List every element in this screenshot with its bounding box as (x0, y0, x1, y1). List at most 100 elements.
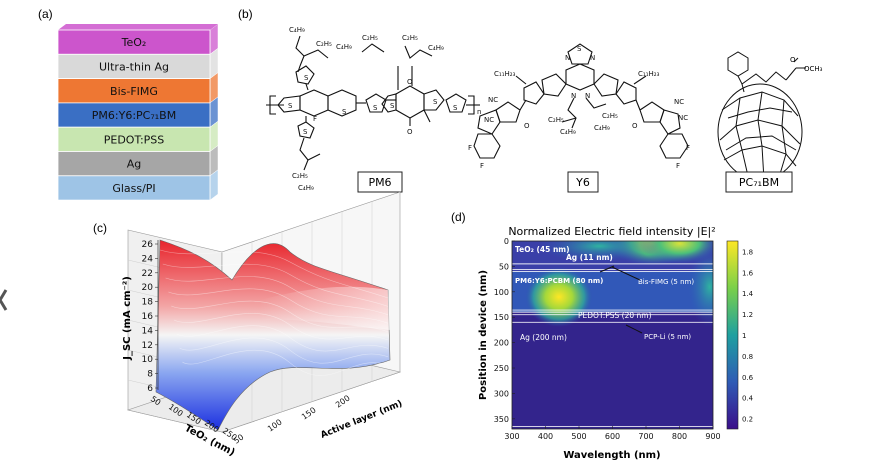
pm6-structure (266, 35, 480, 171)
surface-ylabel: Active layer (nm) (319, 399, 404, 441)
pm6-s-5: S (390, 102, 395, 110)
y6-c11h23-left: C₁₁H₂₃ (494, 70, 516, 78)
pm6-c2h5-top: C₂H₅ (316, 40, 332, 48)
stack-layer-label: Glass/PI (112, 182, 155, 195)
field-x-tick-label: 700 (638, 432, 653, 441)
colorbar (726, 240, 739, 430)
field-y-tick-label: 50 (499, 262, 509, 271)
colorbar-tick-label: 0.8 (742, 353, 753, 361)
field-annotation: TeO₂ (45 nm) (515, 245, 570, 254)
surface-contour (179, 337, 389, 364)
field-y-tick-label: 300 (494, 389, 509, 398)
y6-label-box: Y6 (567, 171, 599, 193)
pm6-s-7: S (453, 104, 458, 112)
z-tick-label: 18 (142, 298, 154, 308)
y6-f-3: F (686, 144, 690, 152)
y6-cn-2: NC (484, 116, 494, 124)
pm6-c4h9-mid: C₄H₉ (336, 43, 352, 51)
y6-n-1: N (565, 54, 570, 62)
colorbar-tick-label: 1.6 (742, 269, 754, 277)
y6-n-3: N (571, 92, 576, 100)
y6-cn-1: NC (488, 96, 498, 104)
pm6-c2h5-bottom: C₂H₅ (292, 172, 308, 180)
field-x-tick-label: 300 (504, 432, 519, 441)
pm6-s-4: S (373, 104, 378, 112)
z-tick-label: 8 (147, 370, 153, 380)
stack-layer-label: PM6:Y6:PC₇₁BM (92, 109, 176, 122)
field-y-tick-label: 100 (494, 288, 509, 297)
pm6-s-8: S (303, 128, 308, 136)
surface-contour (182, 350, 389, 376)
y6-c11h23-right: C₁₁H₂₃ (638, 70, 660, 78)
field-annotation: Bis-FIMG (5 nm) (638, 278, 694, 286)
field-x-tick-label: 600 (605, 432, 620, 441)
stack-layer-label: Ag (127, 158, 142, 171)
annotation-arrow (611, 266, 641, 281)
field-annotation: Ag (200 nm) (520, 333, 567, 342)
annotation-arrow (599, 265, 615, 273)
y6-structure (473, 43, 689, 159)
y6-s-top: S (577, 45, 582, 53)
pm6-n-sub: n (477, 108, 481, 116)
surface-contour (162, 263, 389, 307)
colorbar-tick-label: 0.2 (742, 416, 753, 424)
colorbar-tick-label: 1.2 (742, 311, 753, 319)
stack-layer-label: Ultra-thin Ag (99, 60, 169, 73)
surface-contour (173, 313, 389, 341)
panel-label-d: (d) (451, 210, 466, 224)
field-y-tick-label: 0 (504, 237, 509, 246)
colorbar-tick-label: 1 (742, 332, 746, 340)
z-tick-label: 24 (142, 254, 154, 264)
stack-layer-label: TeO₂ (121, 36, 147, 49)
z-tick-label: 10 (142, 355, 154, 365)
field-hotspot (539, 241, 660, 263)
pm6-s-6: S (433, 98, 438, 106)
pm6-c4h9-top: C₄H₉ (289, 26, 305, 34)
field-y-tick-label: 350 (494, 415, 509, 424)
pcbm-och3: OCH₃ (804, 65, 823, 73)
y-tick-label: 150 (300, 406, 318, 422)
pm6-label: PM6 (368, 176, 391, 189)
y6-f-1: F (468, 144, 472, 152)
panel-label-b: (b) (238, 7, 253, 21)
field-title: Normalized Electric field intensity |E|² (508, 225, 715, 238)
colorbar-tick-label: 0.4 (742, 395, 754, 403)
surface-zlabel: J_SC (mA cm⁻²) (122, 276, 133, 361)
colorbar-tick-label: 1.4 (742, 290, 754, 298)
field-plot: Normalized Electric field intensity |E|²… (478, 225, 754, 461)
y6-cn-3: NC (674, 98, 684, 106)
pm6-o-bottom: O (407, 128, 413, 136)
z-tick-label: 12 (142, 341, 153, 351)
colorbar-tick-label: 1.8 (742, 248, 753, 256)
y6-o-1: O (524, 122, 530, 130)
surface-contour (176, 325, 389, 352)
field-x-tick-label: 500 (571, 432, 586, 441)
stack-layer (57, 126, 211, 152)
y6-c2h5-1: C₂H₅ (548, 116, 564, 124)
pcbm-o: O (790, 56, 796, 64)
z-tick-label: 20 (142, 283, 154, 293)
field-annotation: Ag (11 nm) (566, 253, 613, 262)
pm6-c4h9-right: C₄H₉ (428, 44, 444, 52)
y6-f-4: F (676, 162, 680, 170)
y6-c2h5-2: C₂H₅ (602, 112, 618, 120)
surface-contour (159, 249, 389, 299)
field-band (512, 312, 713, 429)
pm6-c2h5-right: C₂H₅ (402, 34, 418, 42)
field-hotspot (687, 246, 713, 327)
field-annotation: PM6:Y6:PCBM (80 nm) (515, 277, 603, 285)
stack-layer-label: Bis-FIMG (110, 85, 158, 98)
pm6-c2h5-mid: C₂H₅ (362, 34, 378, 42)
pm6-c4h9-bottom: C₄H₉ (298, 184, 314, 192)
stack-layer-label: PEDOT:PSS (104, 133, 165, 146)
field-x-tick-label: 900 (705, 432, 720, 441)
pm6-f-1: F (313, 115, 317, 123)
pcbm-label: PC₇₁BM (739, 176, 779, 189)
y6-o-2: O (632, 122, 638, 130)
annotation-arrow (625, 324, 643, 334)
z-tick-label: 14 (142, 326, 154, 336)
field-y-tick-label: 250 (494, 364, 509, 373)
field-annotation: PEDOT:PSS (20 nm) (578, 311, 652, 320)
